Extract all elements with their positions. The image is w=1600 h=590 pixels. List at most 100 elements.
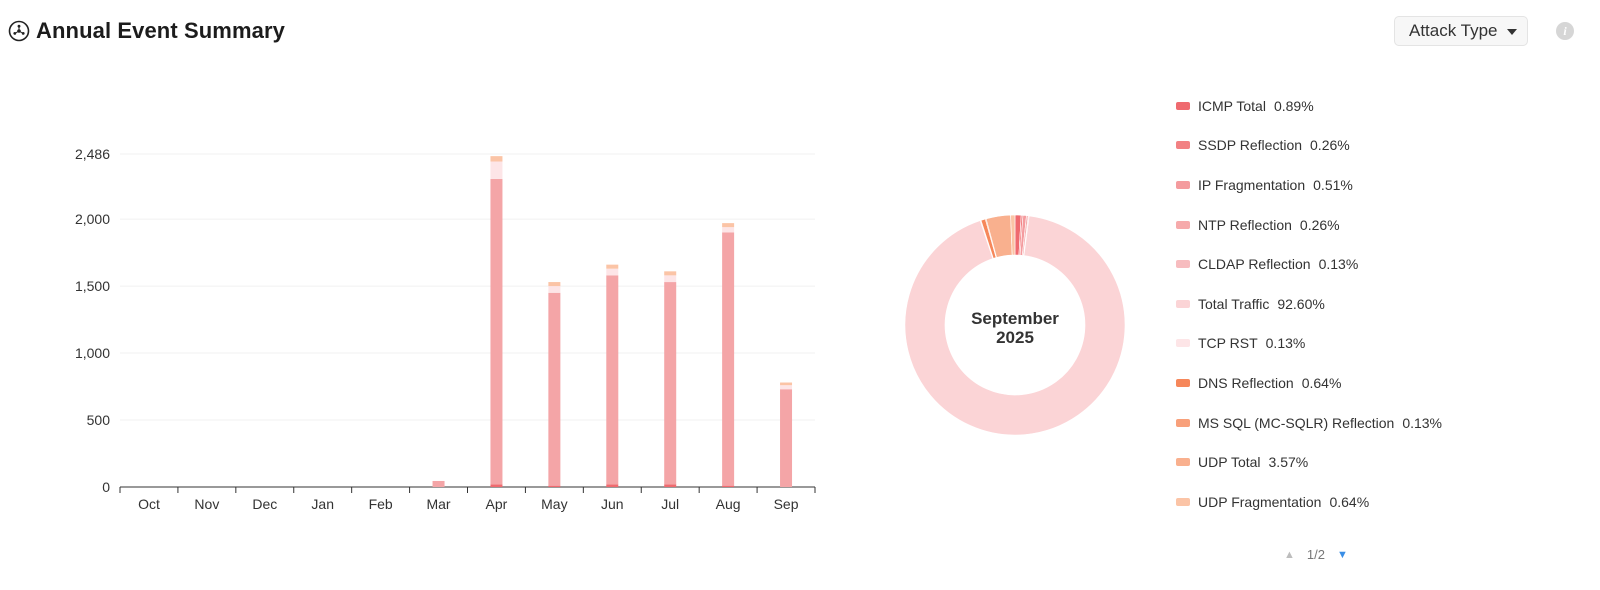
bar-segment	[722, 223, 735, 228]
bar-segment	[722, 232, 735, 486]
legend-swatch	[1176, 299, 1190, 308]
y-tick-label: 2,486	[75, 146, 110, 162]
x-tick-label: Apr	[486, 496, 508, 512]
bar-segment	[432, 480, 445, 487]
legend-item[interactable]: UDP Total 3.57%	[1176, 442, 1442, 482]
legend-item[interactable]: SSDP Reflection 0.26%	[1176, 126, 1442, 166]
donut-center-month: September	[971, 309, 1059, 328]
donut-slice	[1010, 214, 1016, 256]
bar-segment	[490, 161, 503, 179]
y-tick-label: 2,000	[75, 211, 110, 227]
legend-value: 3.57%	[1268, 454, 1309, 471]
legend-swatch	[1176, 260, 1190, 269]
bar-segment	[606, 268, 619, 276]
y-tick-label: 1,000	[75, 345, 110, 361]
legend-item[interactable]: MS SQL (MC-SQLR) Reflection 0.13%	[1176, 403, 1442, 443]
x-tick-label: Jun	[601, 496, 624, 512]
legend-label: DNS Reflection	[1198, 374, 1294, 391]
legend-label: NTP Reflection	[1198, 216, 1292, 233]
x-tick-label: Aug	[716, 496, 741, 512]
bar-segment	[490, 484, 503, 487]
x-tick-label: Nov	[194, 496, 219, 512]
page-up-icon[interactable]: ▲	[1284, 548, 1295, 561]
legend-label: MS SQL (MC-SQLR) Reflection	[1198, 414, 1395, 431]
bar-chart: 0 500 1,000 1,500 2,000 2,486 Oct Nov Dec Jan Feb M…	[75, 146, 816, 512]
x-tick-label: May	[541, 496, 567, 512]
donut-slice	[904, 215, 1126, 436]
x-tick-label: Jan	[311, 496, 334, 512]
legend-item[interactable]: DNS Reflection 0.64%	[1176, 363, 1442, 403]
y-tick-label: 0	[102, 479, 110, 495]
legend-swatch	[1176, 458, 1190, 467]
y-tick-label: 500	[87, 412, 111, 428]
legend-value: 0.64%	[1329, 493, 1370, 510]
legend-value: 0.13%	[1402, 414, 1443, 431]
legend-item[interactable]: CLDAP Reflection 0.13%	[1176, 244, 1442, 284]
legend-item[interactable]: Total Traffic 92.60%	[1176, 284, 1442, 324]
info-icon[interactable]: i	[1556, 22, 1574, 40]
legend-label: UDP Total	[1198, 454, 1261, 471]
bar-segment	[548, 282, 561, 287]
legend-value: 92.60%	[1277, 295, 1325, 312]
bar-segment	[664, 282, 677, 485]
legend-label: Total Traffic	[1198, 295, 1270, 312]
donut-chart	[904, 214, 1126, 436]
legend-value: 0.64%	[1301, 374, 1342, 391]
bar-segment	[780, 389, 793, 487]
dropdown-label: Attack Type	[1409, 21, 1498, 40]
legend-label: TCP RST	[1198, 335, 1258, 352]
legend-value: 0.13%	[1318, 256, 1359, 273]
bar-segment	[780, 382, 793, 386]
attack-type-dropdown[interactable]: Attack Type	[1394, 16, 1528, 46]
x-tick-label: Jul	[661, 496, 679, 512]
legend-item[interactable]: IP Fragmentation 0.51%	[1176, 165, 1442, 205]
legend-label: ICMP Total	[1198, 97, 1266, 114]
legend-label: CLDAP Reflection	[1198, 256, 1311, 273]
legend-swatch	[1176, 378, 1190, 387]
legend-item[interactable]: ICMP Total 0.89%	[1176, 86, 1442, 126]
donut-center-year: 2025	[996, 328, 1034, 347]
legend-swatch	[1176, 101, 1190, 110]
bar-segment	[606, 264, 619, 269]
legend-swatch	[1176, 418, 1190, 427]
x-tick-label: Feb	[369, 496, 393, 512]
bar-segment	[548, 292, 561, 486]
legend-label: SSDP Reflection	[1198, 137, 1303, 154]
bar-segment	[664, 275, 677, 283]
x-tick-label: Dec	[252, 496, 277, 512]
legend-swatch	[1176, 180, 1190, 189]
legend-pager: ▲ 1/2 ▼	[1284, 547, 1348, 562]
bar-segment	[722, 227, 735, 233]
legend-item[interactable]: UDP Fragmentation 0.64%	[1176, 482, 1442, 522]
y-tick-label: 1,500	[75, 278, 110, 294]
bar-segment	[606, 275, 619, 485]
legend-label: IP Fragmentation	[1198, 176, 1306, 193]
bar-segment	[664, 271, 677, 276]
legend-swatch	[1176, 141, 1190, 150]
bar-segment	[490, 156, 503, 162]
legend-swatch	[1176, 220, 1190, 229]
legend-item[interactable]: NTP Reflection 0.26%	[1176, 205, 1442, 245]
x-tick-label: Sep	[774, 496, 799, 512]
legend-value: 0.26%	[1310, 137, 1350, 154]
bar-segment	[606, 484, 619, 487]
x-tick-label: Oct	[138, 496, 160, 512]
chevron-down-icon	[1507, 29, 1517, 35]
bar-segment	[548, 286, 561, 293]
bar-segment	[722, 485, 735, 487]
legend-item[interactable]: TCP RST 0.13%	[1176, 324, 1442, 364]
legend-swatch	[1176, 339, 1190, 348]
donut-center-label: September 2025	[955, 309, 1075, 347]
page-down-icon[interactable]: ▼	[1336, 548, 1348, 561]
globe-network-icon	[8, 20, 30, 42]
bar-segment	[664, 484, 677, 487]
legend-value: 0.13%	[1265, 335, 1306, 352]
x-tick-label: Mar	[426, 496, 450, 512]
legend-swatch	[1176, 497, 1190, 506]
pager-text: 1/2	[1306, 547, 1325, 562]
legend-value: 0.51%	[1313, 176, 1353, 193]
bar-segment	[780, 385, 793, 390]
legend-label: UDP Fragmentation	[1198, 493, 1322, 510]
legend-value: 0.89%	[1273, 97, 1314, 114]
bar-segment	[490, 178, 503, 485]
